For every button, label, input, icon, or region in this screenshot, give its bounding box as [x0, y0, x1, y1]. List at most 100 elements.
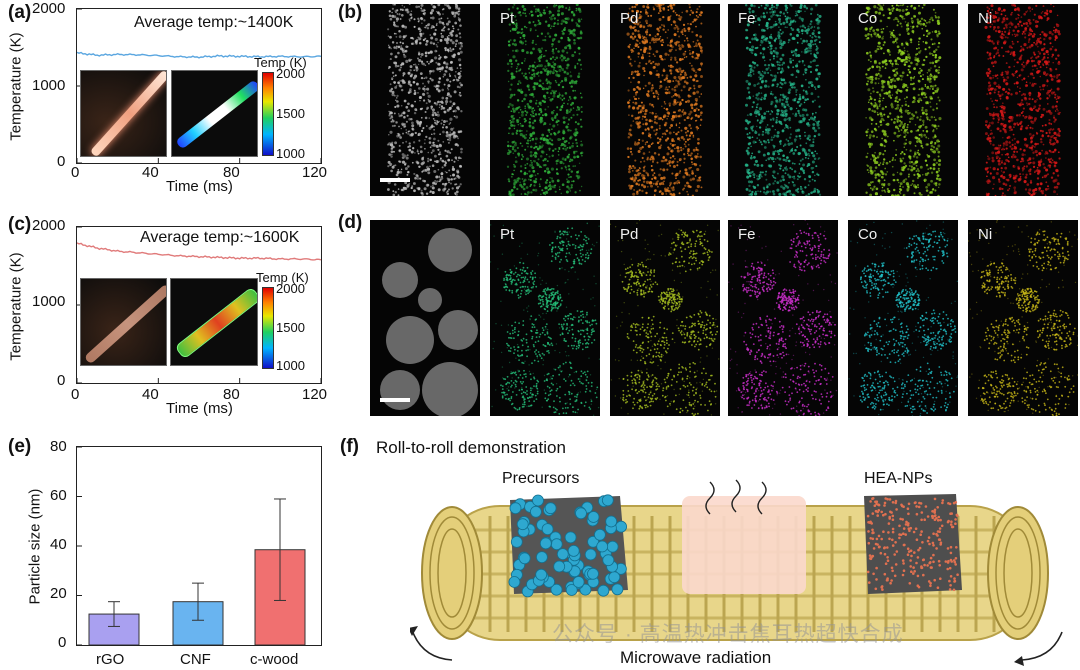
- panel-c-xtick: 80: [223, 386, 240, 403]
- hea-nanoparticle: [905, 520, 908, 524]
- hea-nanoparticle: [891, 518, 895, 521]
- hea-nanoparticle: [946, 547, 950, 550]
- hea-nanoparticle: [871, 497, 875, 500]
- hea-nanoparticle: [921, 541, 924, 544]
- hea-nanoparticle: [909, 559, 912, 562]
- hea-nanoparticle: [906, 553, 910, 556]
- hea-nanoparticle: [913, 551, 916, 554]
- precursor-particle: [516, 518, 529, 531]
- hea-nanoparticle: [916, 556, 920, 559]
- panel-a-xtick: 0: [71, 164, 80, 181]
- hea-nanoparticle: [874, 509, 878, 513]
- element-label-ni: Ni: [978, 10, 993, 27]
- hea-nanoparticle: [933, 514, 936, 518]
- panel-e-ytick: 60: [50, 487, 67, 504]
- panel-c-annotation: Average temp:~1600K: [140, 229, 300, 246]
- hea-nanoparticle: [916, 584, 920, 587]
- eds-map-pd: Pd: [610, 4, 720, 196]
- hea-nanoparticle: [937, 515, 941, 519]
- panel-a-colorbar: [262, 72, 274, 156]
- hea-nanoparticle: [949, 558, 953, 562]
- hea-nanoparticle: [891, 544, 895, 547]
- hea-nanoparticle: [915, 505, 918, 508]
- panel-c-colorbar-tick: 2000: [276, 281, 305, 296]
- element-label-fe: Fe: [738, 226, 756, 243]
- hea-nanoparticle: [881, 588, 884, 591]
- eds-map-pt: Pt: [490, 220, 600, 416]
- hea-nanoparticle: [917, 548, 920, 552]
- precursor-particle: [567, 545, 580, 557]
- hea-nanoparticle: [949, 523, 953, 526]
- microwave-radiation-label: Microwave radiation: [620, 648, 772, 667]
- panel-c-xtick: 120: [302, 386, 328, 403]
- hea-nanoparticle: [871, 528, 874, 532]
- precursor-particle: [535, 568, 548, 581]
- hea-nanoparticle: [871, 537, 875, 541]
- hea-nanoparticle: [871, 531, 874, 535]
- hea-nanoparticle: [886, 559, 890, 562]
- hea-nanoparticle: [909, 565, 912, 568]
- eds-map-co: Co: [848, 220, 958, 416]
- eds-map-co: Co: [848, 4, 958, 196]
- precursor-particle: [535, 551, 548, 563]
- hea-nanoparticle: [880, 585, 884, 588]
- precursor-particle: [508, 576, 521, 588]
- panel-a-xtick: 40: [142, 164, 159, 181]
- precursor-particle: [553, 560, 566, 573]
- precursors-label: Precursors: [502, 470, 580, 487]
- precursor-particle: [597, 584, 610, 597]
- panel-a-inset-thermal: [171, 70, 258, 157]
- hea-nanoparticle: [909, 549, 913, 552]
- hea-nanoparticle: [949, 545, 953, 549]
- precursor-particle: [611, 583, 624, 596]
- hea-nanoparticle: [891, 538, 894, 542]
- hea-nanoparticle: [918, 501, 921, 505]
- hea-nanoparticle: [932, 560, 935, 564]
- element-label-pd: Pd: [620, 10, 639, 27]
- hea-nanoparticle: [922, 558, 925, 561]
- panel-e-label: (e): [8, 436, 32, 457]
- hea-nanoparticle: [891, 501, 895, 504]
- hea-nanoparticle: [867, 541, 871, 545]
- hea-nanoparticle: [871, 512, 875, 515]
- panel-c-xtick: 40: [142, 386, 159, 403]
- hea-nanoparticle: [906, 523, 910, 527]
- hea-nanoparticle: [868, 554, 872, 557]
- hea-nanoparticle: [915, 512, 919, 516]
- eds-map-fe: Fe: [728, 220, 838, 416]
- hea-nanoparticle: [941, 501, 944, 505]
- watermark: 公众号 · 高温热冲击焦耳热超快合成: [552, 623, 904, 646]
- panel-a-colorbar-tick: 1000: [276, 146, 305, 161]
- hea-nanoparticle: [917, 505, 921, 509]
- hea-nanoparticle: [902, 569, 906, 572]
- hea-nanoparticle: [866, 570, 870, 574]
- hea-nanoparticle: [954, 557, 958, 560]
- panel-f-title: Roll-to-roll demonstration: [376, 438, 566, 457]
- hea-nanoparticle: [868, 581, 871, 584]
- right-roller: [987, 506, 1049, 640]
- scale-bar: [380, 178, 410, 182]
- hea-nanoparticle: [931, 516, 934, 520]
- hea-nanoparticle: [904, 523, 908, 526]
- hea-nanoparticle: [935, 517, 938, 520]
- panel-b-label: (b): [338, 2, 363, 23]
- hea-nanoparticle: [941, 499, 945, 502]
- hea-nanoparticle: [915, 538, 919, 541]
- hea-nanoparticle: [920, 530, 923, 533]
- precursor-particle: [541, 523, 554, 535]
- hea-nanoparticle: [886, 556, 889, 559]
- hea-nanoparticle: [928, 542, 931, 546]
- panel-e-ytick: 20: [50, 585, 67, 602]
- panel-c-colorbar-tick: 1000: [276, 358, 305, 373]
- precursor-particle: [596, 540, 609, 553]
- panel-e-bar-chart: [77, 447, 306, 645]
- heat-waves-icon: [705, 479, 767, 515]
- hea-nanoparticle: [894, 563, 898, 566]
- hea-nanoparticle: [938, 564, 941, 567]
- precursor-particle: [556, 548, 569, 560]
- hea-nanoparticle: [918, 546, 922, 550]
- hea-nanoparticle: [891, 530, 895, 534]
- element-label-ni: Ni: [978, 226, 993, 243]
- panel-c-ytick: 0: [57, 372, 66, 389]
- precursor-particle: [565, 584, 578, 596]
